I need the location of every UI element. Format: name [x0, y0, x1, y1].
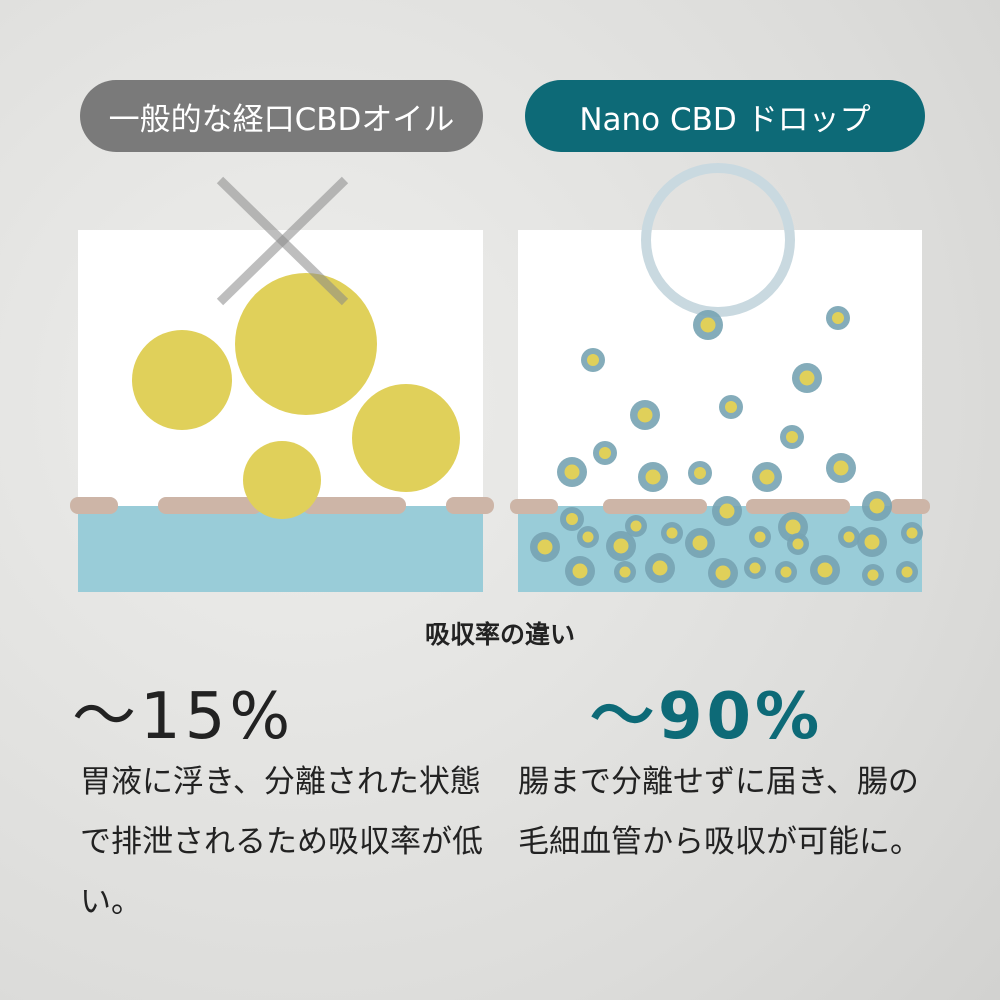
intestine-layer: [78, 506, 483, 592]
conventional-rate: ～15%: [72, 680, 295, 754]
nano-particle-core: [786, 431, 798, 443]
nano-particle-core: [619, 566, 631, 578]
nano-particle-core: [843, 531, 855, 543]
nano-particle-core: [785, 519, 801, 535]
nano-particle-core: [833, 460, 849, 476]
nano-particle-core: [867, 569, 879, 581]
conventional-description: 胃液に浮き、分離された状態で排泄されるため吸収率が低い。: [80, 764, 483, 920]
x-mark-icon: [216, 176, 349, 306]
nano-particle-core: [864, 534, 880, 550]
nano-particle-core: [566, 513, 578, 525]
nano-particle-core: [869, 498, 885, 514]
nano-particle-core: [692, 535, 708, 551]
nano-particle-core: [666, 527, 678, 539]
nano-particle-core: [630, 520, 642, 532]
nano-description: 腸まで分離せずに届き、腸の毛細血管から吸収が可能に。: [518, 764, 921, 860]
membrane: [510, 499, 930, 514]
conventional-diagram: [70, 176, 494, 592]
nano-rate: ～90%: [590, 680, 824, 754]
nano-particle-core: [599, 447, 611, 459]
nano-particle-core: [901, 566, 913, 578]
nano-particle-core: [637, 407, 653, 423]
nano-particle-core: [645, 469, 661, 485]
conventional-label: 一般的な経口CBDオイル: [80, 80, 483, 152]
nano-particles: [530, 306, 923, 588]
nano-particle-core: [719, 503, 735, 519]
nano-particle-core: [749, 562, 761, 574]
membrane: [70, 497, 494, 514]
nano-particle-core: [906, 527, 918, 539]
nano-particle-core: [817, 562, 833, 578]
nano-label: Nano CBD ドロップ: [525, 80, 925, 152]
nano-particle-core: [832, 312, 844, 324]
nano-particle-core: [792, 538, 804, 550]
nano-particle-core: [582, 531, 594, 543]
nano-particle-core: [613, 538, 629, 554]
nano-particle-core: [564, 464, 580, 480]
nano-particle-core: [587, 354, 599, 366]
nano-diagram: [510, 163, 930, 592]
nano-particle-core: [780, 566, 792, 578]
nano-particle-core: [537, 539, 553, 555]
nano-particle-core: [799, 370, 815, 386]
nano-particle-core: [572, 563, 588, 579]
oil-droplets: [132, 273, 460, 519]
circle-mark-icon: [641, 163, 795, 317]
subtitle: 吸収率の違い: [424, 620, 575, 649]
nano-particle-core: [725, 401, 737, 413]
nano-particle-core: [700, 317, 716, 333]
nano-particle-core: [694, 467, 706, 479]
nano-particle-core: [754, 531, 766, 543]
nano-particle-core: [715, 565, 731, 581]
nano-particle-core: [759, 469, 775, 485]
nano-particle-core: [652, 560, 668, 576]
